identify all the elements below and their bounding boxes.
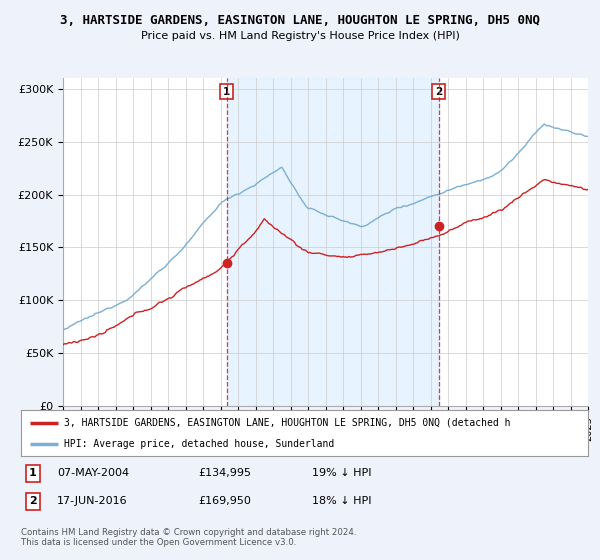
Text: Contains HM Land Registry data © Crown copyright and database right 2024.
This d: Contains HM Land Registry data © Crown c… (21, 528, 356, 547)
Text: £169,950: £169,950 (198, 496, 251, 506)
Text: 17-JUN-2016: 17-JUN-2016 (57, 496, 128, 506)
Text: 1: 1 (29, 468, 37, 478)
Text: 07-MAY-2004: 07-MAY-2004 (57, 468, 129, 478)
Text: 19% ↓ HPI: 19% ↓ HPI (312, 468, 371, 478)
Text: 3, HARTSIDE GARDENS, EASINGTON LANE, HOUGHTON LE SPRING, DH5 0NQ: 3, HARTSIDE GARDENS, EASINGTON LANE, HOU… (60, 14, 540, 27)
Text: 2: 2 (435, 87, 442, 96)
Text: Price paid vs. HM Land Registry's House Price Index (HPI): Price paid vs. HM Land Registry's House … (140, 31, 460, 41)
Text: HPI: Average price, detached house, Sunderland: HPI: Average price, detached house, Sund… (64, 439, 334, 449)
Text: 1: 1 (223, 87, 230, 96)
Text: 18% ↓ HPI: 18% ↓ HPI (312, 496, 371, 506)
Bar (227, 78, 439, 406)
Text: 3, HARTSIDE GARDENS, EASINGTON LANE, HOUGHTON LE SPRING, DH5 0NQ (detached h: 3, HARTSIDE GARDENS, EASINGTON LANE, HOU… (64, 418, 510, 428)
Text: 2: 2 (29, 496, 37, 506)
Text: £134,995: £134,995 (198, 468, 251, 478)
